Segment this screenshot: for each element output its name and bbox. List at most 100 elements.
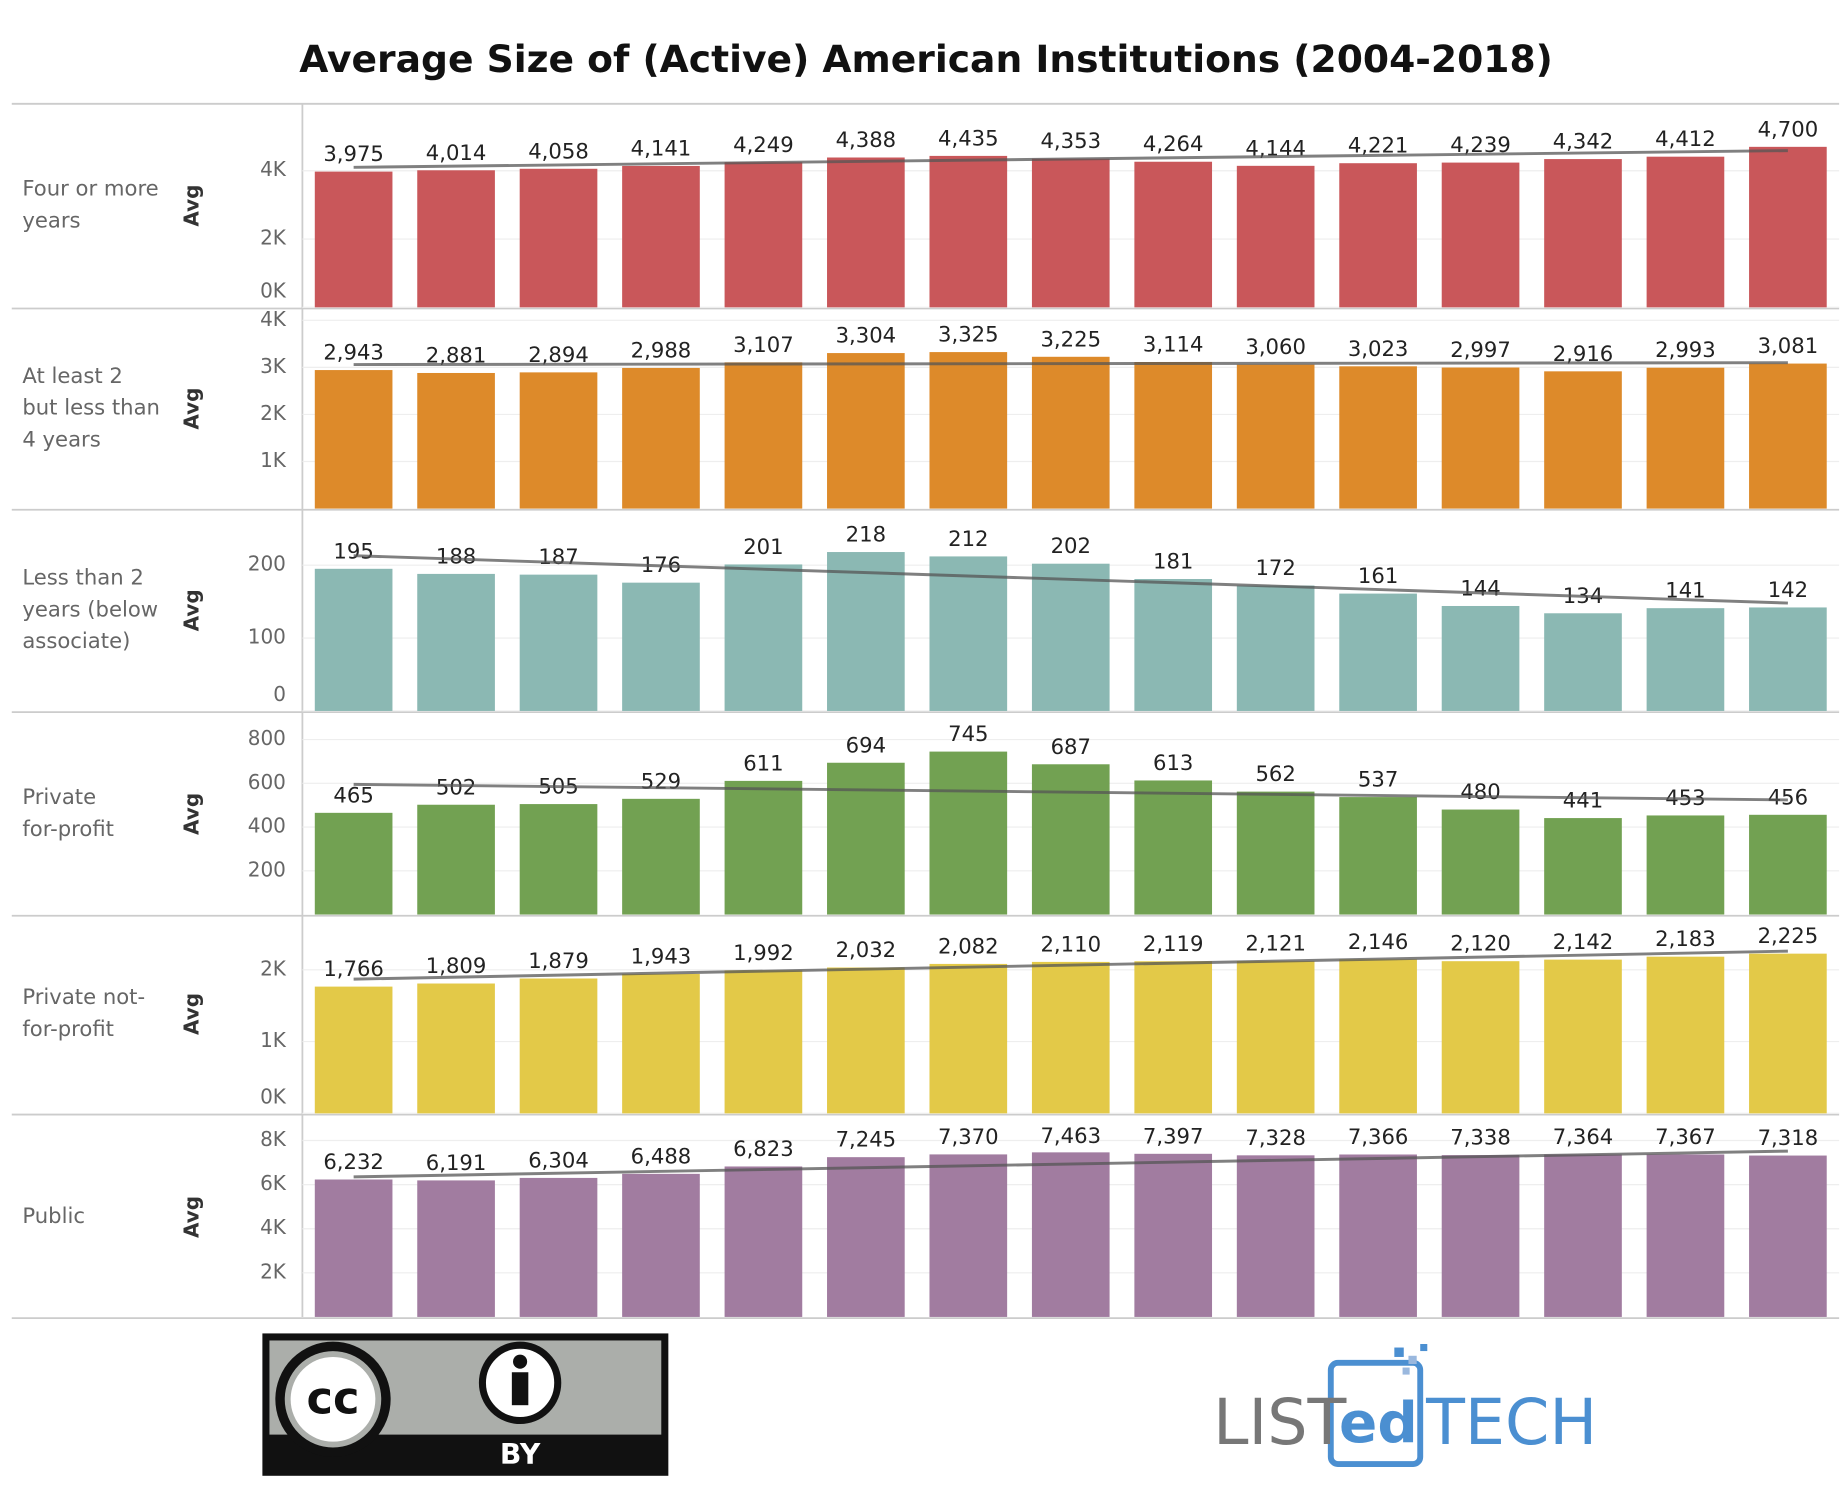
bar bbox=[1134, 161, 1213, 308]
y-tick-label: 400 bbox=[248, 814, 286, 838]
row-label: Public bbox=[22, 1203, 85, 1228]
bar bbox=[929, 751, 1008, 915]
bar bbox=[1544, 613, 1622, 711]
y-axis-label: Avg bbox=[179, 388, 203, 430]
brand-logo: LIST ed TECH bbox=[1213, 1344, 1597, 1467]
value-label: 2,110 bbox=[1040, 931, 1101, 956]
value-label: 2,146 bbox=[1348, 929, 1409, 954]
bar bbox=[622, 367, 700, 509]
value-label: 465 bbox=[333, 782, 373, 807]
y-tick-label: 200 bbox=[248, 552, 286, 576]
bar bbox=[314, 986, 393, 1114]
bar bbox=[417, 170, 495, 308]
row-label: years (below bbox=[22, 596, 158, 621]
value-label: 6,823 bbox=[733, 1136, 794, 1161]
bar bbox=[1031, 1152, 1110, 1317]
bar bbox=[1544, 159, 1622, 308]
bar bbox=[1236, 961, 1315, 1114]
bar bbox=[724, 970, 803, 1114]
value-label: 6,232 bbox=[323, 1149, 384, 1174]
bar bbox=[1544, 1154, 1622, 1317]
y-tick-label: 4K bbox=[260, 307, 287, 331]
value-label: 7,328 bbox=[1245, 1125, 1306, 1150]
value-label: 4,141 bbox=[631, 135, 692, 160]
trend-line bbox=[353, 149, 1788, 169]
bar bbox=[1031, 158, 1110, 308]
bar bbox=[724, 1166, 803, 1317]
bar bbox=[622, 973, 700, 1114]
bar bbox=[519, 1177, 598, 1317]
value-label: 3,304 bbox=[836, 323, 897, 348]
value-label: 181 bbox=[1153, 549, 1193, 574]
bar bbox=[417, 372, 495, 509]
bar bbox=[724, 162, 803, 308]
bar bbox=[1749, 953, 1827, 1114]
bar bbox=[827, 967, 905, 1114]
bar bbox=[1339, 1154, 1417, 1317]
brand-tech: TECH bbox=[1425, 1385, 1597, 1459]
bar bbox=[314, 370, 393, 509]
bar bbox=[519, 372, 598, 509]
value-label: 7,463 bbox=[1040, 1123, 1101, 1148]
value-label: 2,120 bbox=[1450, 931, 1511, 956]
value-label: 4,264 bbox=[1143, 131, 1204, 156]
bar bbox=[827, 1157, 905, 1317]
y-tick-label: 0K bbox=[260, 1085, 287, 1109]
value-label: 6,304 bbox=[528, 1147, 589, 1172]
value-label: 529 bbox=[641, 768, 681, 793]
bar bbox=[1749, 146, 1827, 308]
bar bbox=[1441, 162, 1520, 308]
value-label: 441 bbox=[1563, 788, 1603, 813]
bar bbox=[827, 762, 905, 915]
value-label: 142 bbox=[1768, 577, 1808, 602]
value-label: 3,114 bbox=[1143, 332, 1204, 357]
y-tick-label: 0K bbox=[260, 279, 287, 303]
y-tick-label: 4K bbox=[260, 157, 287, 181]
bar bbox=[1441, 367, 1520, 509]
value-label: 694 bbox=[846, 732, 886, 757]
y-axis-label: Avg bbox=[179, 185, 203, 227]
row-label: associate) bbox=[22, 628, 130, 653]
value-label: 201 bbox=[743, 534, 783, 559]
value-label: 7,366 bbox=[1348, 1124, 1409, 1149]
bar bbox=[929, 963, 1008, 1114]
bar bbox=[1134, 579, 1213, 711]
value-label: 4,221 bbox=[1348, 133, 1409, 158]
bar bbox=[1236, 165, 1315, 308]
row-label: Private bbox=[22, 784, 96, 809]
bar bbox=[417, 1180, 495, 1317]
bar bbox=[1339, 366, 1417, 509]
value-label: 212 bbox=[948, 526, 988, 551]
bar bbox=[724, 362, 803, 509]
bar bbox=[417, 573, 495, 711]
bar bbox=[1544, 959, 1622, 1114]
bar bbox=[929, 1154, 1008, 1317]
y-tick-label: 2K bbox=[260, 401, 287, 425]
y-tick-label: 8K bbox=[260, 1127, 287, 1151]
bar bbox=[1646, 956, 1725, 1114]
value-label: 4,353 bbox=[1040, 128, 1101, 153]
value-label: 7,245 bbox=[836, 1127, 897, 1152]
value-label: 4,388 bbox=[836, 127, 897, 152]
value-label: 3,975 bbox=[323, 141, 384, 166]
value-label: 1,809 bbox=[426, 953, 487, 978]
value-label: 7,367 bbox=[1655, 1124, 1716, 1149]
y-tick-label: 100 bbox=[248, 625, 286, 649]
value-label: 7,364 bbox=[1553, 1124, 1614, 1149]
row-label: for-profit bbox=[22, 1016, 114, 1041]
value-label: 144 bbox=[1460, 576, 1500, 601]
row-label: for-profit bbox=[22, 816, 114, 841]
bar bbox=[1646, 608, 1725, 711]
y-axis-label: Avg bbox=[179, 589, 203, 631]
cc-badge: cc BY bbox=[262, 1333, 669, 1476]
row-label: 4 years bbox=[22, 426, 100, 451]
brand-list: LIST bbox=[1213, 1385, 1346, 1459]
value-label: 613 bbox=[1153, 750, 1193, 775]
y-tick-label: 1K bbox=[260, 1028, 287, 1052]
bar bbox=[1441, 605, 1520, 711]
value-label: 4,700 bbox=[1758, 116, 1819, 141]
bar bbox=[622, 582, 700, 711]
chart-title: Average Size of (Active) American Instit… bbox=[299, 37, 1553, 81]
y-tick-label: 200 bbox=[248, 857, 286, 881]
